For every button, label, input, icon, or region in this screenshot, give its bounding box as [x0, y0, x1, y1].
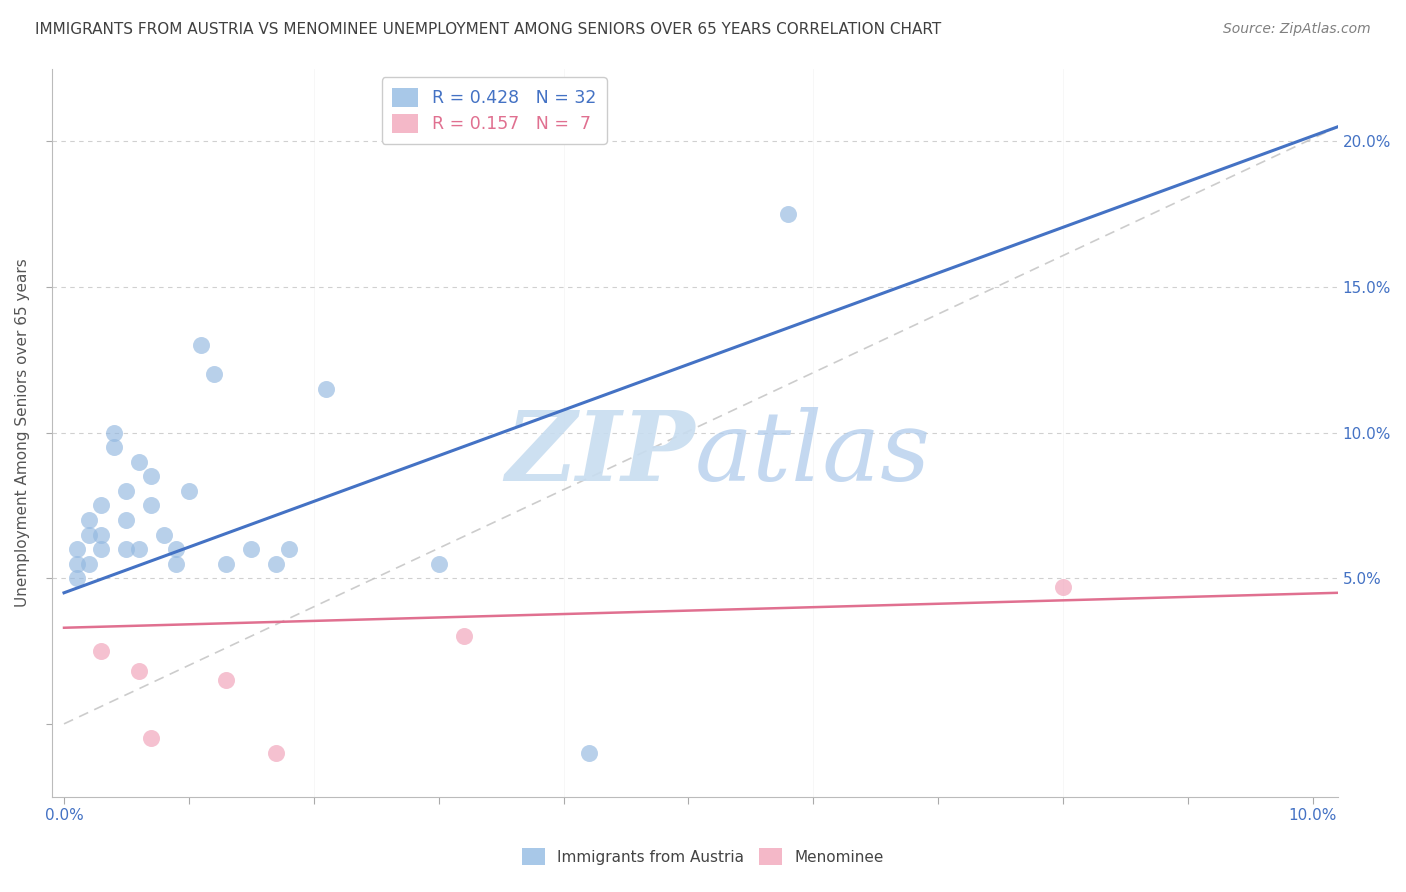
Point [165, 557, 187, 571]
Point [141, 469, 163, 483]
Point [115, 483, 138, 498]
Point [153, 527, 176, 541]
Text: IMMIGRANTS FROM AUSTRIA VS MENOMINEE UNEMPLOYMENT AMONG SENIORS OVER 65 YEARS CO: IMMIGRANTS FROM AUSTRIA VS MENOMINEE UNE… [35, 22, 942, 37]
Point [128, 455, 150, 469]
Point [128, 665, 150, 679]
Point [190, 338, 212, 352]
Point [115, 513, 138, 527]
Point [90, 644, 112, 658]
Point [90, 499, 112, 513]
Point [90, 542, 112, 557]
Point [77, 513, 100, 527]
Point [115, 542, 138, 557]
Legend: R = 0.428   N = 32, R = 0.157   N =  7: R = 0.428 N = 32, R = 0.157 N = 7 [382, 78, 607, 144]
Point [177, 483, 200, 498]
Point [215, 557, 238, 571]
Point [141, 499, 163, 513]
Point [128, 542, 150, 557]
Y-axis label: Unemployment Among Seniors over 65 years: Unemployment Among Seniors over 65 years [15, 258, 30, 607]
Point [103, 425, 125, 440]
Point [277, 542, 299, 557]
Point [77, 527, 100, 541]
Text: ZIP: ZIP [505, 408, 695, 501]
Point [578, 746, 600, 760]
Point [65, 571, 87, 585]
Point [427, 557, 450, 571]
Point [202, 368, 225, 382]
Point [453, 630, 475, 644]
Point [165, 542, 187, 557]
Text: Source: ZipAtlas.com: Source: ZipAtlas.com [1223, 22, 1371, 37]
Point [103, 440, 125, 454]
Point [65, 557, 87, 571]
Legend: Immigrants from Austria, Menominee: Immigrants from Austria, Menominee [516, 842, 890, 871]
Point [240, 542, 263, 557]
Point [315, 382, 337, 396]
Point [215, 673, 238, 688]
Point [1052, 580, 1074, 594]
Point [141, 731, 163, 746]
Point [90, 527, 112, 541]
Point [77, 557, 100, 571]
Point [266, 746, 288, 760]
Point [65, 542, 87, 557]
Point [778, 207, 800, 221]
Point [266, 557, 288, 571]
Text: atlas: atlas [695, 408, 931, 501]
